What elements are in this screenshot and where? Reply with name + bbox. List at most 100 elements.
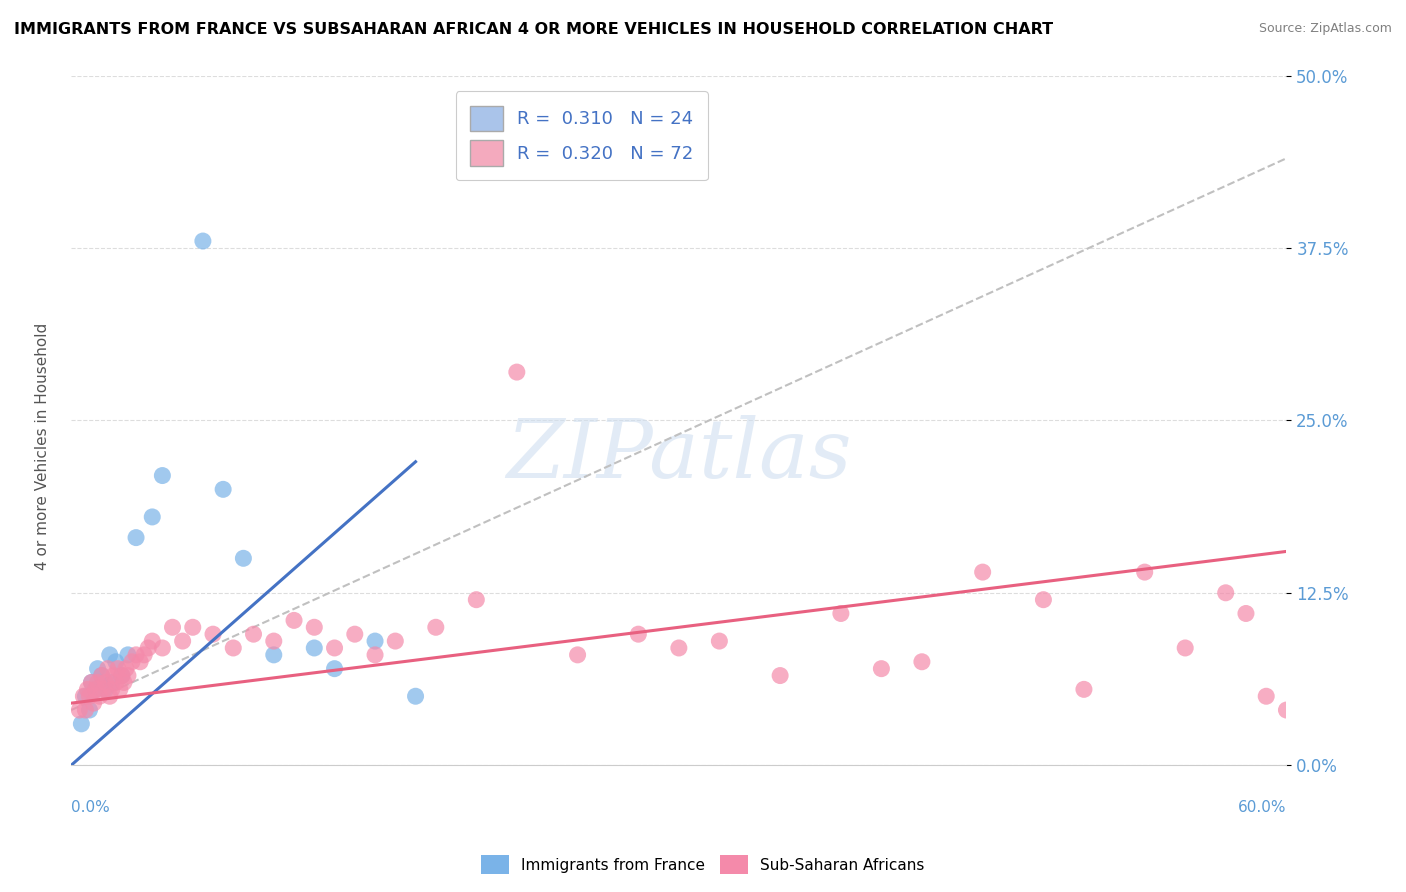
Point xyxy=(162,620,184,634)
Point xyxy=(89,690,111,704)
Point xyxy=(97,662,120,676)
Point xyxy=(1316,710,1339,724)
Point xyxy=(79,690,101,704)
Point xyxy=(100,675,122,690)
Point xyxy=(465,592,488,607)
Point xyxy=(90,668,112,682)
Point xyxy=(134,648,156,662)
Point xyxy=(150,640,173,655)
Point xyxy=(100,682,122,697)
Point xyxy=(94,675,117,690)
Point xyxy=(98,648,121,662)
Text: Source: ZipAtlas.com: Source: ZipAtlas.com xyxy=(1258,22,1392,36)
Point xyxy=(506,365,529,379)
Point xyxy=(627,627,650,641)
Point xyxy=(668,640,690,655)
Point xyxy=(86,662,108,676)
Point xyxy=(911,655,934,669)
Point xyxy=(283,613,305,627)
Text: 60.0%: 60.0% xyxy=(1237,800,1286,814)
Point xyxy=(80,675,103,690)
Point xyxy=(191,234,214,248)
Point xyxy=(1174,640,1197,655)
Point xyxy=(83,696,105,710)
Point xyxy=(1376,710,1399,724)
Point xyxy=(769,668,792,682)
Point xyxy=(150,468,173,483)
Point xyxy=(115,662,138,676)
Point xyxy=(125,648,148,662)
Point xyxy=(323,640,346,655)
Point xyxy=(1336,690,1358,704)
Point xyxy=(242,627,264,641)
Point xyxy=(76,682,98,697)
Point xyxy=(830,607,852,621)
Point xyxy=(70,716,93,731)
Point xyxy=(202,627,225,641)
Point xyxy=(67,703,90,717)
Point xyxy=(232,551,254,566)
Point xyxy=(103,668,125,682)
Point xyxy=(1234,607,1257,621)
Legend: Immigrants from France, Sub-Saharan Africans: Immigrants from France, Sub-Saharan Afri… xyxy=(475,849,931,880)
Point xyxy=(384,634,406,648)
Point xyxy=(972,565,994,579)
Point xyxy=(263,634,285,648)
Text: IMMIGRANTS FROM FRANCE VS SUBSAHARAN AFRICAN 4 OR MORE VEHICLES IN HOUSEHOLD COR: IMMIGRANTS FROM FRANCE VS SUBSAHARAN AFR… xyxy=(14,22,1053,37)
Point xyxy=(75,703,97,717)
Point xyxy=(104,655,127,669)
Point xyxy=(90,668,112,682)
Point xyxy=(94,682,117,697)
Point xyxy=(111,668,134,682)
Point xyxy=(709,634,731,648)
Point xyxy=(84,682,107,697)
Point xyxy=(870,662,893,676)
Point xyxy=(304,640,326,655)
Point xyxy=(1357,703,1379,717)
Point xyxy=(181,620,204,634)
Point xyxy=(111,668,134,682)
Point xyxy=(1133,565,1156,579)
Point xyxy=(125,531,148,545)
Point xyxy=(304,620,326,634)
Point xyxy=(112,675,135,690)
Point xyxy=(136,640,159,655)
Point xyxy=(75,690,97,704)
Text: ZIPatlas: ZIPatlas xyxy=(506,415,852,495)
Text: 0.0%: 0.0% xyxy=(72,800,110,814)
Point xyxy=(117,648,139,662)
Point xyxy=(222,640,245,655)
Point xyxy=(121,655,143,669)
Point xyxy=(1295,682,1317,697)
Point xyxy=(84,682,107,697)
Point xyxy=(263,648,285,662)
Point xyxy=(343,627,366,641)
Point xyxy=(1215,586,1237,600)
Point xyxy=(364,648,387,662)
Legend: R =  0.310   N = 24, R =  0.320   N = 72: R = 0.310 N = 24, R = 0.320 N = 72 xyxy=(456,92,707,180)
Point xyxy=(1032,592,1054,607)
Point xyxy=(107,662,129,676)
Point xyxy=(364,634,387,648)
Point xyxy=(405,690,427,704)
Point xyxy=(129,655,152,669)
Point xyxy=(104,675,127,690)
Point xyxy=(1256,690,1278,704)
Point xyxy=(567,648,589,662)
Point xyxy=(72,690,94,704)
Point xyxy=(80,675,103,690)
Point xyxy=(172,634,194,648)
Text: 4 or more Vehicles in Household: 4 or more Vehicles in Household xyxy=(35,322,49,570)
Point xyxy=(1073,682,1095,697)
Point xyxy=(212,483,235,497)
Point xyxy=(79,703,101,717)
Point xyxy=(117,668,139,682)
Point xyxy=(108,682,131,697)
Point xyxy=(1275,703,1298,717)
Point xyxy=(323,662,346,676)
Point xyxy=(98,690,121,704)
Point xyxy=(425,620,447,634)
Point xyxy=(93,682,115,697)
Point xyxy=(141,510,163,524)
Point xyxy=(86,675,108,690)
